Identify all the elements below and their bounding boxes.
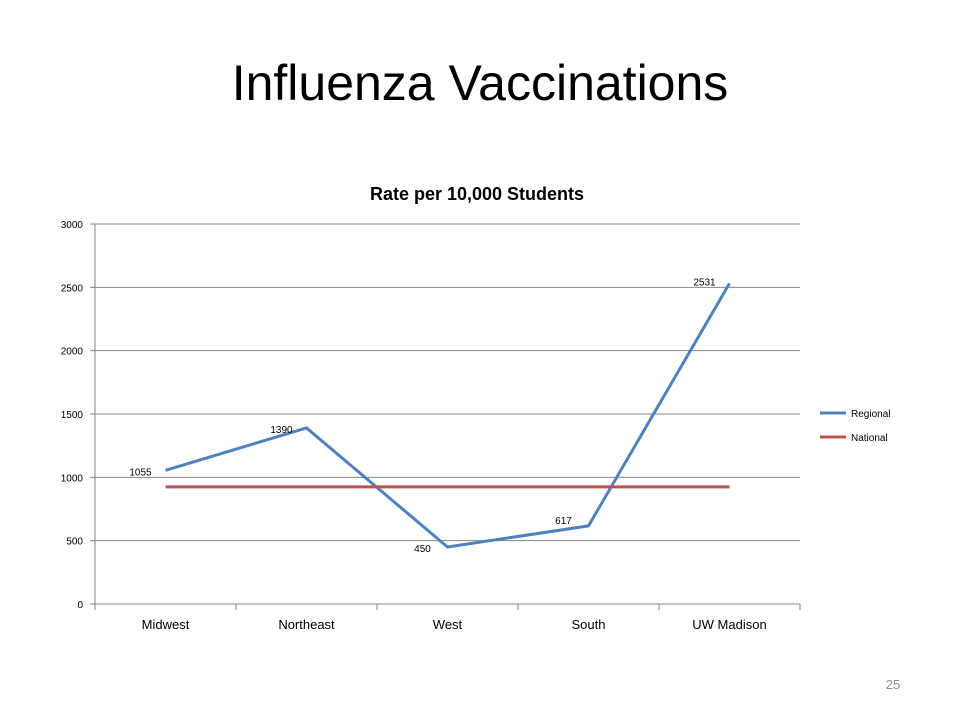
data-label: 617 (555, 516, 572, 527)
legend: Regional National (820, 409, 890, 444)
data-label: 2531 (693, 277, 716, 288)
y-tick-label: 0 (77, 600, 83, 611)
axes (90, 223, 801, 610)
chart-title: Rate per 10,000 Students (370, 184, 584, 204)
x-tick-label: Northeast (278, 617, 335, 632)
x-axis-ticks: Midwest Northeast West South UW Madison (142, 617, 767, 632)
data-label: 1055 (129, 467, 152, 478)
x-tick-label: West (433, 617, 463, 632)
data-labels: 1055 1390 450 617 2531 (129, 277, 716, 555)
legend-label: National (851, 433, 888, 444)
legend-label: Regional (851, 409, 890, 420)
y-tick-label: 2500 (61, 283, 84, 294)
y-tick-label: 2000 (61, 347, 84, 358)
y-axis-ticks: 0 500 1000 1500 2000 2500 3000 (61, 220, 84, 611)
x-tick-label: Midwest (142, 617, 190, 632)
x-tick-label: South (572, 617, 606, 632)
y-tick-label: 500 (66, 537, 83, 548)
series-line-regional (165, 282, 731, 549)
gridlines (95, 223, 800, 542)
x-tick-label: UW Madison (692, 617, 766, 632)
series (165, 282, 731, 549)
slide-title: Influenza Vaccinations (231, 55, 729, 111)
data-label: 1390 (270, 425, 293, 436)
page-number: 25 (885, 677, 901, 692)
y-tick-label: 1000 (61, 473, 84, 484)
data-label: 450 (414, 544, 431, 555)
y-tick-label: 3000 (61, 220, 84, 231)
y-tick-label: 1500 (61, 410, 84, 421)
